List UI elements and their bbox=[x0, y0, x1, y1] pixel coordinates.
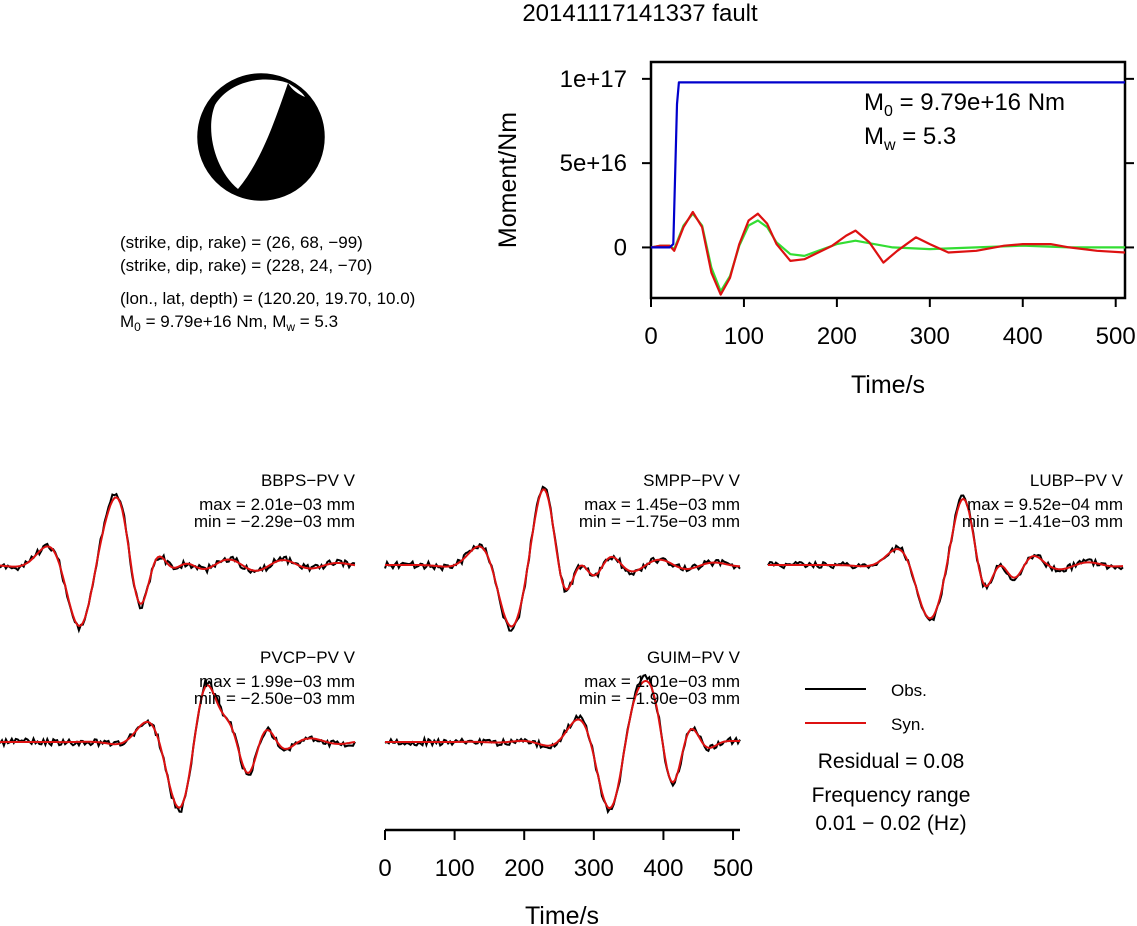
x-tick-label: 500 bbox=[1096, 323, 1136, 350]
moment-rate-chart: 0 100 200 300 400 500 0 5e+16 1e+17 M0 = 9.79e+1… bbox=[494, 60, 1136, 399]
synthetic-trace bbox=[0, 684, 356, 809]
nodal-plane-2: (strike, dip, rake) = (228, 24, −70) bbox=[120, 256, 372, 275]
synthetic-trace bbox=[0, 496, 356, 627]
synthetic-trace bbox=[385, 488, 741, 628]
synthetic-trace bbox=[385, 679, 740, 810]
station-name: BBPS−PV V bbox=[261, 471, 356, 490]
station-max: max = 1.99e−03 mm bbox=[199, 672, 355, 691]
station-name: PVCP−PV V bbox=[260, 648, 356, 667]
legend-syn-label: Syn. bbox=[891, 715, 925, 734]
frequency-label: Frequency range bbox=[812, 784, 971, 807]
x-tick-label: 0 bbox=[644, 323, 657, 350]
station-min: min = −1.75e−03 mm bbox=[579, 512, 740, 531]
waveform-x-tick-label: 400 bbox=[643, 855, 683, 882]
waveform-x-axis-label: Time/s bbox=[525, 902, 599, 926]
waveform-x-tick-label: 500 bbox=[713, 855, 753, 882]
frequency-value: 0.01 − 0.02 (Hz) bbox=[815, 812, 966, 835]
station-max: max = 1.45e−03 mm bbox=[584, 495, 740, 514]
legend-obs-label: Obs. bbox=[891, 681, 927, 700]
station-min: min = −1.41e−03 mm bbox=[962, 512, 1123, 531]
station-min: min = −1.90e−03 mm bbox=[579, 689, 740, 708]
nodal-plane-1: (strike, dip, rake) = (26, 68, −99) bbox=[120, 233, 363, 252]
residual-text: Residual = 0.08 bbox=[818, 750, 965, 773]
station-max: max = 2.01e−03 mm bbox=[199, 495, 355, 514]
y-tick-label: 1e+17 bbox=[560, 66, 627, 93]
legend: Obs. Syn. Residual = 0.08 Frequency rang… bbox=[805, 681, 970, 835]
waveform-x-tick-label: 200 bbox=[504, 855, 544, 882]
waveform-x-tick-label: 300 bbox=[574, 855, 614, 882]
y-tick-label: 0 bbox=[614, 234, 627, 261]
station-name: SMPP−PV V bbox=[643, 471, 741, 490]
x-tick-label: 100 bbox=[724, 323, 764, 350]
x-axis-label: Time/s bbox=[851, 371, 925, 399]
moment-summary: M0 = 9.79e+16 Nm, Mw = 5.3 bbox=[120, 312, 338, 334]
moment-series-line bbox=[650, 212, 1125, 293]
station-name: LUBP−PV V bbox=[1030, 471, 1124, 490]
moment-series-line bbox=[650, 210, 1126, 296]
station-min: min = −2.50e−03 mm bbox=[194, 689, 355, 708]
y-tick-label: 5e+16 bbox=[560, 150, 627, 177]
magnitude-annotation: Mw = 5.3 bbox=[864, 123, 956, 154]
waveform-x-tick-label: 100 bbox=[435, 855, 475, 882]
figure-title: 20141117141337 fault bbox=[522, 0, 758, 27]
x-tick-label: 200 bbox=[817, 323, 857, 350]
station-min: min = −2.29e−03 mm bbox=[194, 512, 355, 531]
waveform-time-axis: Time/s 0 100 200 300 400 500 bbox=[378, 828, 753, 926]
beachball-icon bbox=[197, 73, 325, 201]
x-tick-label: 300 bbox=[910, 323, 950, 350]
x-tick-label: 400 bbox=[1003, 323, 1043, 350]
synthetic-trace bbox=[768, 497, 1124, 620]
station-name: GUIM−PV V bbox=[647, 648, 741, 667]
y-axis-label: Moment/Nm bbox=[494, 112, 522, 248]
station-max: max = 9.52e−04 mm bbox=[967, 495, 1123, 514]
station-max: max = 1.01e−03 mm bbox=[584, 672, 740, 691]
waveform-x-tick-label: 0 bbox=[378, 855, 391, 882]
focal-parameters: (strike, dip, rake) = (26, 68, −99) (str… bbox=[120, 233, 415, 334]
moment-series-line bbox=[651, 81, 1125, 249]
moment-annotation: M0 = 9.79e+16 Nm bbox=[864, 89, 1065, 120]
hypocenter: (lon., lat, depth) = (120.20, 19.70, 10.… bbox=[120, 289, 415, 308]
plot-frame bbox=[649, 60, 1127, 300]
